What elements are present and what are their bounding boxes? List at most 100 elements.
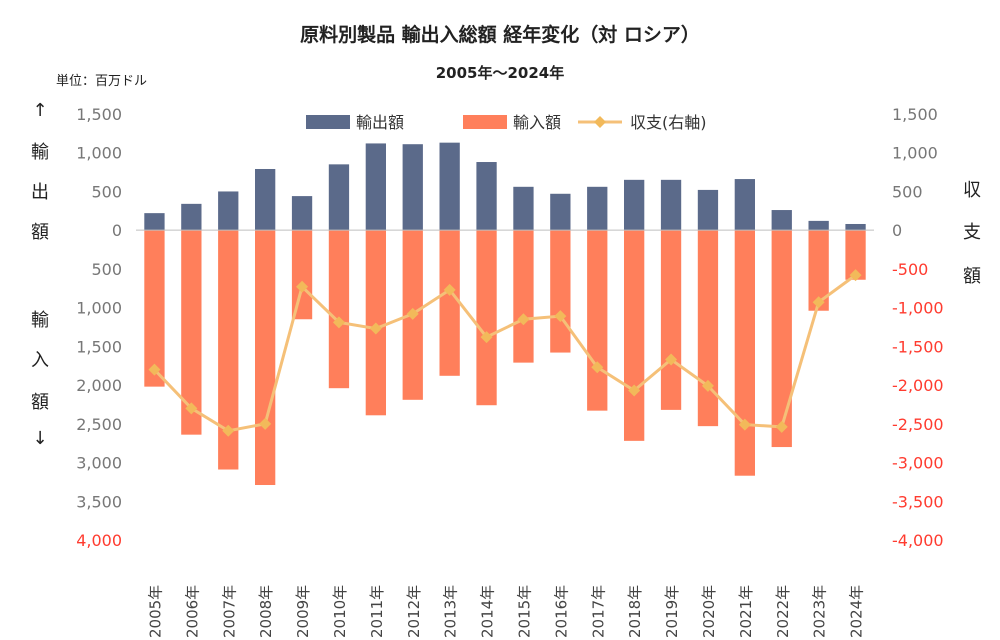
bar-import bbox=[734, 230, 755, 476]
bar-export bbox=[439, 142, 460, 231]
right-tick-label: -2,000 bbox=[892, 376, 944, 395]
bar-import bbox=[660, 230, 682, 410]
bar-import bbox=[771, 230, 792, 448]
x-tick-label: 2006年 bbox=[183, 585, 201, 638]
right-tick-label: -3,000 bbox=[892, 454, 944, 473]
point-balance bbox=[332, 316, 345, 329]
x-tick-label: 2022年 bbox=[774, 585, 792, 638]
bar-export bbox=[845, 223, 866, 231]
bar-export bbox=[771, 210, 792, 231]
bar-export bbox=[808, 220, 829, 231]
bar-import bbox=[255, 230, 276, 486]
left-axis-top-label-3: 額 bbox=[31, 222, 49, 243]
right-tick-label: 1,500 bbox=[892, 105, 938, 124]
left-axis-top-label-1: 輸 bbox=[31, 142, 49, 163]
point-balance bbox=[222, 424, 235, 437]
x-tick-label: 2008年 bbox=[257, 585, 275, 638]
point-balance bbox=[554, 310, 567, 323]
x-tick-label: 2012年 bbox=[405, 585, 423, 638]
point-balance bbox=[185, 402, 198, 415]
bar-export bbox=[550, 193, 571, 231]
x-tick-label: 2007年 bbox=[220, 585, 238, 638]
right-tick-label: -1,000 bbox=[892, 299, 944, 318]
bar-import bbox=[476, 230, 497, 406]
left-tick-label: 4,000 bbox=[76, 531, 122, 550]
left-axis-bottom-label-0: 輸 bbox=[31, 310, 49, 331]
legend-import-swatch bbox=[463, 115, 507, 129]
point-balance bbox=[701, 379, 714, 392]
left-tick-label: 0 bbox=[112, 221, 122, 240]
bar-export bbox=[476, 162, 497, 231]
point-balance bbox=[665, 353, 678, 366]
point-balance bbox=[517, 313, 530, 326]
right-tick-label: 500 bbox=[892, 182, 923, 201]
x-tick-label: 2015年 bbox=[515, 585, 533, 638]
point-balance bbox=[812, 296, 825, 309]
bar-export bbox=[734, 179, 755, 231]
point-balance bbox=[775, 420, 788, 433]
left-tick-label: 1,000 bbox=[76, 144, 122, 163]
right-axis-label-2: 額 bbox=[963, 266, 981, 287]
x-tick-label: 2005年 bbox=[146, 585, 164, 638]
bar-import bbox=[144, 230, 165, 387]
x-tick-label: 2021年 bbox=[737, 585, 755, 638]
point-balance bbox=[296, 280, 309, 293]
right-tick-label: -2,500 bbox=[892, 415, 944, 434]
bar-export bbox=[587, 186, 608, 231]
right-tick-label: 0 bbox=[892, 221, 902, 240]
unit-label: 単位：百万ドル bbox=[56, 74, 148, 89]
bar-import bbox=[181, 230, 202, 435]
bar-import bbox=[808, 230, 829, 311]
bar-export bbox=[365, 143, 386, 231]
legend-balance-label: 収支(右軸) bbox=[630, 113, 707, 132]
point-balance bbox=[259, 417, 272, 430]
x-tick-label: 2024年 bbox=[848, 585, 866, 638]
right-tick-label: -3,500 bbox=[892, 492, 944, 511]
right-axis-label-0: 収 bbox=[963, 180, 981, 201]
bar-import bbox=[328, 230, 350, 389]
x-tick-label: 2020年 bbox=[700, 585, 718, 638]
chart-title: 原料別製品 輸出入総額 経年変化（対 ロシア） bbox=[300, 24, 700, 46]
x-tick-label: 2016年 bbox=[552, 585, 570, 638]
bar-export bbox=[181, 203, 202, 231]
x-tick-label: 2013年 bbox=[442, 585, 460, 638]
right-tick-label: 1,000 bbox=[892, 144, 938, 163]
x-tick-label: 2009年 bbox=[294, 585, 312, 638]
right-tick-label: -1,500 bbox=[892, 337, 944, 356]
bar-export bbox=[624, 179, 645, 231]
legend-export-swatch bbox=[306, 115, 350, 129]
left-tick-label: 2,500 bbox=[76, 415, 122, 434]
x-tick-label: 2017年 bbox=[589, 585, 607, 638]
bar-export bbox=[144, 213, 165, 231]
bar-import bbox=[697, 230, 719, 427]
bar-import bbox=[587, 230, 608, 411]
legend-export-label: 輸出額 bbox=[356, 113, 404, 132]
left-tick-label: 500 bbox=[91, 182, 122, 201]
bar-export bbox=[291, 196, 313, 231]
point-balance bbox=[369, 322, 382, 335]
bar-import bbox=[624, 230, 645, 441]
left-tick-label: 1,000 bbox=[76, 299, 122, 318]
left-tick-label: 3,500 bbox=[76, 492, 122, 511]
point-balance bbox=[628, 384, 641, 397]
point-balance bbox=[591, 361, 604, 374]
point-balance bbox=[738, 418, 751, 431]
x-tick-label: 2023年 bbox=[811, 585, 829, 638]
chart-subtitle: 2005年～2024年 bbox=[435, 64, 565, 82]
left-axis-bottom-label-1: 入 bbox=[31, 350, 49, 371]
point-balance bbox=[406, 307, 419, 320]
bar-import bbox=[513, 230, 534, 363]
left-tick-label: 2,000 bbox=[76, 376, 122, 395]
left-tick-label: 1,500 bbox=[76, 105, 122, 124]
bar-import bbox=[550, 230, 571, 353]
left-axis-top-label-2: 出 bbox=[31, 182, 49, 203]
right-tick-label: -500 bbox=[892, 260, 928, 279]
right-tick-label: -4,000 bbox=[892, 531, 944, 550]
left-tick-label: 500 bbox=[91, 260, 122, 279]
point-balance bbox=[148, 363, 161, 376]
x-tick-label: 2011年 bbox=[368, 585, 386, 638]
series-line-balance bbox=[153, 273, 857, 433]
bar-export bbox=[255, 168, 276, 231]
point-balance bbox=[849, 269, 862, 282]
